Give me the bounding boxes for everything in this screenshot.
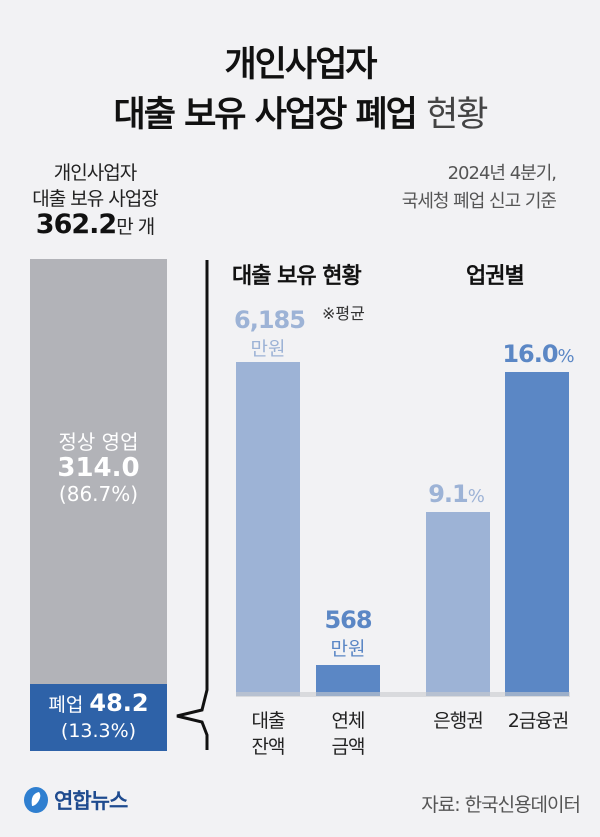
normal-value: 314.0: [57, 453, 140, 483]
cat-line1: 대출: [251, 710, 286, 732]
total-line2: 대출 보유 사업장: [32, 188, 158, 210]
nonbank-num: 16.0: [502, 340, 558, 368]
title-light: 현황: [426, 95, 488, 135]
loan-balance-value: 6,185: [234, 306, 306, 334]
bank-category: 은행권: [433, 710, 483, 732]
segment-closed: 폐업 48.2 (13.3%): [30, 684, 167, 751]
title-bold: 대출 보유 사업장 폐업: [113, 95, 418, 135]
bank-bar: [426, 512, 490, 696]
total-unit: 만 개: [116, 216, 155, 238]
overdue-bar: [316, 665, 380, 696]
note-line1: 2024년 4분기,: [447, 163, 557, 184]
cat-line2: 잔액: [251, 736, 286, 758]
yonhap-logo: 연합뉴스: [22, 785, 128, 815]
yonhap-logo-icon: [24, 787, 48, 813]
bank-pct: %: [467, 486, 485, 507]
normal-label: 정상 영업 314.0 (86.7%): [30, 429, 167, 507]
basis-note: 2024년 4분기, 국세청 폐업 신고 기준: [401, 160, 557, 216]
nonbank-category: 2금융권: [507, 710, 570, 732]
loan-balance-bar: [236, 362, 300, 696]
total-value: 362.2: [35, 209, 117, 240]
total-line1: 개인사업자: [53, 162, 137, 184]
closed-text: 폐업: [48, 694, 84, 716]
nonbank-bar: [505, 372, 569, 696]
normal-pct: (86.7%): [58, 482, 139, 506]
sector-section-title: 업권별: [466, 264, 525, 289]
loan-section-title: 대출 보유 현황: [232, 264, 362, 289]
normal-text: 정상 영업: [58, 430, 139, 454]
segment-normal: 정상 영업 314.0 (86.7%): [30, 259, 167, 684]
total-header: 개인사업자 대출 보유 사업장 362.2만 개: [0, 160, 190, 240]
baseline: [236, 692, 570, 697]
yonhap-logo-text: 연합뉴스: [54, 789, 128, 813]
avg-note: ※평균: [322, 304, 365, 323]
bank-num: 9.1: [428, 480, 469, 508]
closed-label: 폐업 48.2 (13.3%): [30, 690, 167, 744]
source-credit: 자료: 한국신용데이터: [421, 794, 581, 816]
closed-pct: (13.3%): [60, 720, 137, 742]
overdue-unit: 만원: [330, 638, 366, 660]
chart-title-line1: 개인사업자: [224, 45, 377, 85]
note-line2: 국세청 폐업 신고 기준: [401, 191, 557, 212]
bracket-divider: [176, 260, 209, 750]
chart-title-line2: 대출 보유 사업장 폐업 현황: [0, 86, 600, 137]
cat-line2: 금액: [331, 736, 366, 758]
loan-balance-unit: 만원: [250, 338, 286, 360]
overdue-value: 568: [324, 606, 372, 634]
cat-line1: 연체: [331, 710, 366, 732]
stacked-bar: 정상 영업 314.0 (86.7%) 폐업 48.2 (13.3%): [30, 259, 167, 751]
bank-value: 9.1%: [420, 480, 492, 508]
closed-value: 48.2: [89, 689, 149, 717]
nonbank-pct: %: [557, 346, 575, 367]
nonbank-value: 16.0%: [500, 340, 576, 368]
